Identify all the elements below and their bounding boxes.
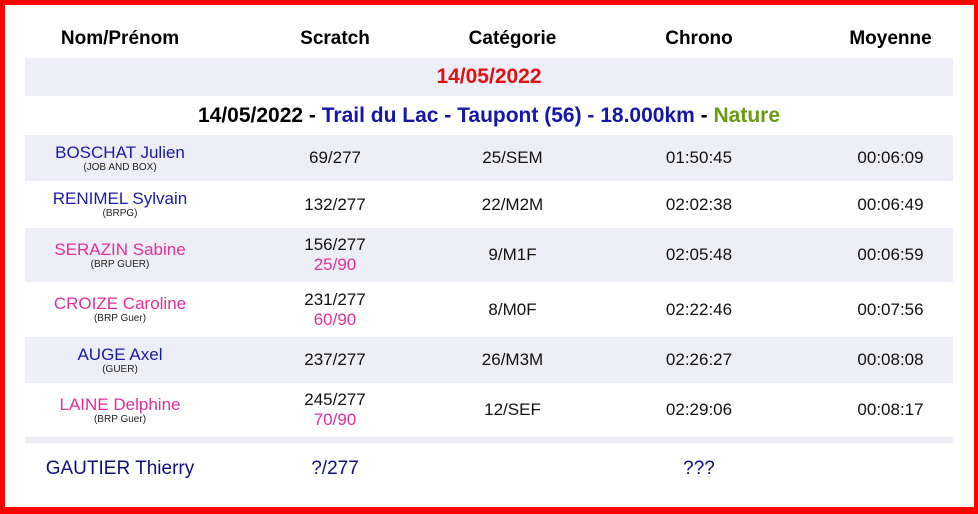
- runner-name: SERAZIN Sabine: [54, 239, 186, 259]
- chrono-cell: 02:22:46: [665, 299, 733, 319]
- race-name: Trail du Lac - Taupont (56) - 18.000km: [321, 103, 695, 127]
- header-scratch: Scratch: [300, 28, 370, 49]
- runner-cell: BOSCHAT Julien (JOB AND BOX): [25, 143, 215, 174]
- runner-club: (BRPG): [102, 208, 138, 219]
- runner-cell: CROIZE Caroline (BRP Guer): [25, 294, 215, 325]
- average-cell: 00:08:17: [857, 400, 924, 419]
- runner-cell: RENIMEL Sylvain (BRPG): [25, 189, 215, 220]
- scratch-rank: 132/277: [304, 194, 366, 214]
- pending-name: GAUTIER Thierry: [45, 458, 195, 479]
- chrono-cell: 01:50:45: [665, 148, 733, 167]
- table-row: CROIZE Caroline (BRP Guer) 231/277 60/90 8/M…: [25, 282, 953, 337]
- race-date: 14/05/2022: [197, 103, 304, 127]
- table-row: LAINE Delphine (BRP Guer) 245/277 70/90 12/S…: [25, 383, 953, 437]
- header-chrono: Chrono: [665, 28, 733, 49]
- scratch-cell: 132/277: [215, 195, 455, 215]
- category-cell: 8/M0F: [488, 299, 537, 319]
- header-average: Moyenne: [849, 28, 932, 49]
- runner-name: LAINE Delphine: [59, 394, 181, 414]
- scratch-cell: 237/277: [215, 350, 455, 370]
- runner-club: (BRP Guer): [93, 313, 147, 324]
- table-row: AUGE Axel (GUER) 237/277 26/M3M 02:26:27 00:0…: [25, 337, 953, 383]
- chrono-cell: 02:29:06: [665, 400, 733, 419]
- table-row: SERAZIN Sabine (BRP GUER) 156/277 25/90 9/M1…: [25, 228, 953, 282]
- scratch-cell: 156/277 25/90: [215, 235, 455, 275]
- date-band: 14/05/2022: [25, 58, 953, 96]
- scratch-cell: 245/277 70/90: [215, 390, 455, 430]
- average-cell: 00:07:56: [857, 299, 924, 319]
- runner-club: (GUER): [102, 363, 138, 375]
- pending-scratch: ?/277: [311, 458, 359, 479]
- race-title: 14/05/2022 - Trail du Lac - Taupont (56)…: [25, 96, 953, 135]
- pending-row: GAUTIER Thierry ?/277 ???: [25, 443, 953, 495]
- chrono-cell: 02:05:48: [665, 245, 733, 264]
- runner-cell: LAINE Delphine (BRP Guer): [25, 395, 215, 426]
- runner-club: (BRP Guer): [93, 413, 147, 425]
- header-name: Nom/Prénom: [60, 28, 180, 49]
- average-cell: 00:06:59: [857, 245, 924, 264]
- runner-club: (BRP GUER): [90, 258, 150, 270]
- runner-name: BOSCHAT Julien: [55, 142, 185, 162]
- separator: -: [303, 103, 322, 127]
- runner-name: AUGE Axel: [77, 344, 163, 364]
- chrono-cell: 02:02:38: [665, 194, 733, 214]
- separator: -: [694, 103, 714, 127]
- gender-rank: 60/90: [313, 309, 357, 329]
- average-cell: 00:06:49: [857, 194, 924, 214]
- separator-band: [25, 437, 953, 443]
- category-cell: 12/SEF: [484, 400, 541, 419]
- scratch-rank: 156/277: [304, 235, 366, 254]
- average-cell: 00:06:09: [857, 148, 924, 167]
- scratch-cell: 69/277: [215, 148, 455, 168]
- table-row: RENIMEL Sylvain (BRPG) 132/277 22/M2M 02:02:…: [25, 181, 953, 228]
- runner-club: (JOB AND BOX): [83, 161, 157, 173]
- runner-name: CROIZE Caroline: [53, 294, 187, 313]
- scratch-rank: 237/277: [304, 350, 366, 369]
- results-table: Nom/Prénom Scratch Catégorie Chrono Moye…: [25, 20, 953, 495]
- average-cell: 00:08:08: [857, 350, 924, 369]
- runner-cell: SERAZIN Sabine (BRP GUER): [25, 240, 215, 271]
- category-cell: 26/M3M: [481, 350, 544, 369]
- gender-rank: 25/90: [313, 255, 357, 274]
- scratch-rank: 69/277: [309, 148, 361, 167]
- category-cell: 25/SEM: [482, 148, 543, 167]
- header-row: Nom/Prénom Scratch Catégorie Chrono Moye…: [25, 20, 953, 58]
- runner-cell: AUGE Axel (GUER): [25, 345, 215, 376]
- pending-chrono: ???: [683, 458, 715, 479]
- category-cell: 9/M1F: [488, 245, 537, 264]
- table-row: BOSCHAT Julien (JOB AND BOX) 69/277 25/SEM 0…: [25, 135, 953, 181]
- runner-name: RENIMEL Sylvain: [52, 189, 188, 208]
- gender-rank: 70/90: [313, 410, 357, 429]
- scratch-cell: 231/277 60/90: [215, 290, 455, 330]
- chrono-cell: 02:26:27: [665, 350, 733, 369]
- category-cell: 22/M2M: [481, 194, 544, 214]
- scratch-rank: 231/277: [304, 289, 366, 309]
- header-category: Catégorie: [468, 28, 557, 49]
- race-type: Nature: [713, 103, 781, 127]
- scratch-rank: 245/277: [304, 390, 366, 409]
